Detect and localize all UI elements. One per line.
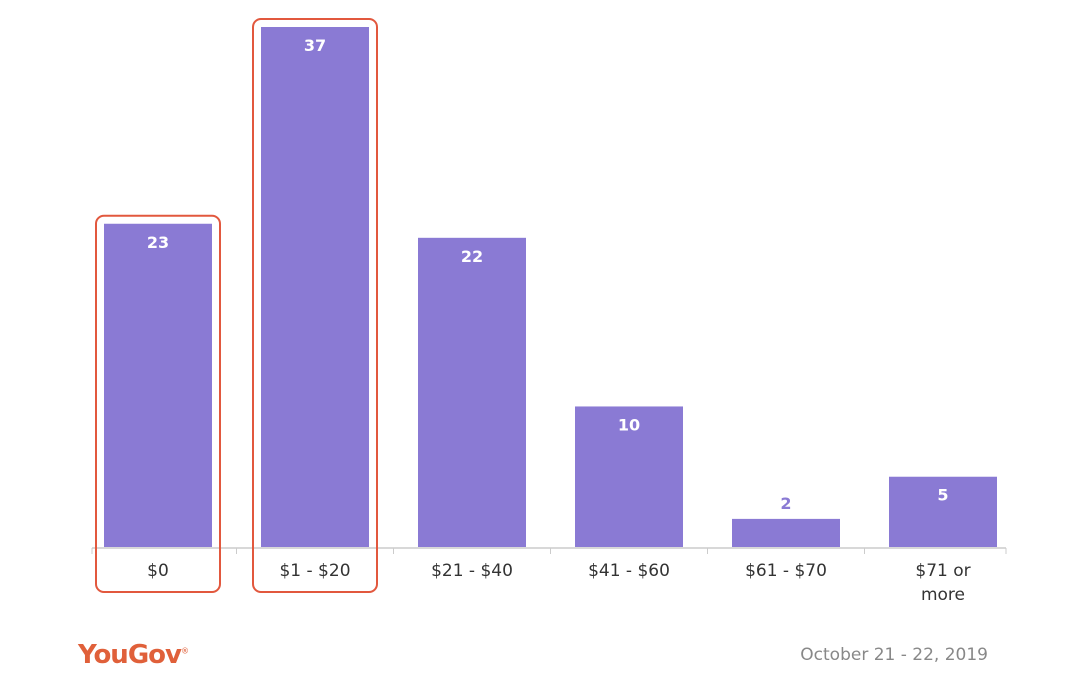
x-tick-label: $71 or more (915, 561, 970, 605)
bar (889, 476, 997, 547)
bar (418, 237, 526, 548)
data-label: 10 (618, 415, 640, 434)
highlight-box (95, 214, 221, 594)
registered-mark: ® (180, 646, 189, 656)
bar (261, 27, 369, 547)
bar (732, 518, 840, 547)
highlight-box (252, 18, 378, 593)
x-tick-label: $41 - $60 (588, 561, 670, 581)
data-label: 37 (304, 36, 326, 55)
x-tick-label: $61 - $70 (745, 561, 827, 581)
data-label: 23 (147, 233, 169, 252)
bars-layer (104, 27, 997, 548)
bar-chart: 23 $0 37 $1 - $20 22 $21 - $40 10 $41 - $60 2 $61… (91, 18, 1007, 605)
x-tick-label: $0 (147, 561, 169, 581)
x-tick-label: $1 - $20 (279, 561, 350, 581)
x-axis-ticks (91, 548, 1007, 554)
survey-date: October 21 - 22, 2019 (800, 645, 988, 665)
yougov-logo: YouGov® (78, 640, 189, 670)
data-label: 2 (780, 494, 791, 513)
x-tick-label: $21 - $40 (431, 561, 513, 581)
labels-layer: 23 $0 37 $1 - $20 22 $21 - $40 10 $41 - $60 2 $61… (147, 36, 971, 605)
data-label: 5 (937, 486, 948, 505)
bar (104, 223, 212, 547)
brand-name: YouGov (78, 640, 182, 670)
data-label: 22 (461, 247, 483, 266)
bar (575, 406, 683, 547)
highlight-layer (95, 18, 378, 594)
